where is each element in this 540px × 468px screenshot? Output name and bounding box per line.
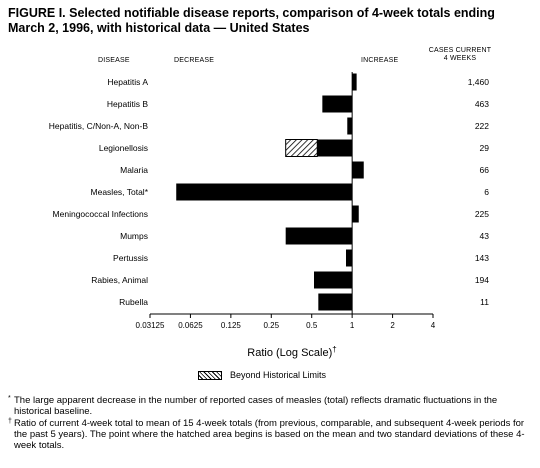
category-label: Pertussis <box>113 253 148 263</box>
x-tick-label: 1 <box>350 321 355 330</box>
header-cases-line-2: 4 WEEKS <box>443 55 477 62</box>
footnote-2: † Ratio of current 4-week total to mean … <box>8 418 528 451</box>
x-tick-label: 2 <box>390 321 395 330</box>
bar <box>345 249 353 267</box>
cases-value: 463 <box>475 99 489 109</box>
title-line-1: FIGURE I. Selected notifiable disease re… <box>8 6 495 20</box>
x-tick-label: 4 <box>431 321 436 330</box>
category-label: Measles, Total* <box>91 187 149 197</box>
bar <box>322 95 353 113</box>
x-tick-label: 0.125 <box>221 321 242 330</box>
x-tick-label: 0.0625 <box>178 321 203 330</box>
cases-value: 66 <box>480 165 490 175</box>
category-label: Meningococcal Infections <box>53 209 148 219</box>
footnote-1-text: The large apparent decrease in the numbe… <box>14 395 498 417</box>
cases-value: 43 <box>480 231 490 241</box>
category-label: Rabies, Animal <box>91 275 148 285</box>
category-label: Legionellosis <box>99 143 148 153</box>
bar <box>318 293 353 311</box>
cases-value: 11 <box>480 297 489 307</box>
x-tick-label: 0.03125 <box>136 321 165 330</box>
x-tick-label: 0.5 <box>306 321 318 330</box>
legend-hatch-swatch <box>198 371 222 380</box>
header-cases-line-1: CASES CURRENT <box>428 47 492 54</box>
bar <box>314 271 353 289</box>
category-label: Hepatitis, C/Non-A, Non-B <box>49 121 149 131</box>
bar-beyond-limits <box>285 139 318 157</box>
category-label: Mumps <box>120 231 148 241</box>
bar <box>352 73 357 91</box>
bar <box>285 227 353 245</box>
bar <box>352 205 359 223</box>
cases-value: 1,460 <box>468 77 490 87</box>
category-label: Malaria <box>120 165 148 175</box>
footnote-2-mark: † <box>8 418 12 425</box>
x-axis-title: Ratio (Log Scale)† <box>247 345 336 359</box>
cases-value: 143 <box>475 253 489 263</box>
header-decrease: DECREASE <box>174 57 215 64</box>
category-label: Hepatitis A <box>107 77 148 87</box>
x-tick-label: 0.25 <box>263 321 279 330</box>
bar <box>352 161 364 179</box>
bar <box>317 139 353 157</box>
header-disease: DISEASE <box>98 57 130 64</box>
x-axis-title-mark: † <box>332 345 336 354</box>
legend-label: Beyond Historical Limits <box>230 370 327 380</box>
header-increase: INCREASE <box>361 57 399 64</box>
footnote-1-mark: * <box>8 395 11 402</box>
cases-value: 6 <box>484 187 489 197</box>
cases-value: 225 <box>475 209 489 219</box>
bar <box>347 117 353 135</box>
category-label: Hepatitis B <box>107 99 148 109</box>
cases-value: 194 <box>475 275 489 285</box>
bar <box>176 183 353 201</box>
cases-value: 29 <box>480 143 490 153</box>
footnote-1: * The large apparent decrease in the num… <box>8 395 528 417</box>
figure-title: FIGURE I. Selected notifiable disease re… <box>8 6 536 36</box>
header-cases: CASES CURRENT 4 WEEKS <box>418 47 502 63</box>
category-label: Rubella <box>119 297 148 307</box>
cases-value: 222 <box>475 121 489 131</box>
title-line-2: March 2, 1996, with historical data — Un… <box>8 21 310 35</box>
footnote-2-text: Ratio of current 4-week total to mean of… <box>14 418 525 451</box>
